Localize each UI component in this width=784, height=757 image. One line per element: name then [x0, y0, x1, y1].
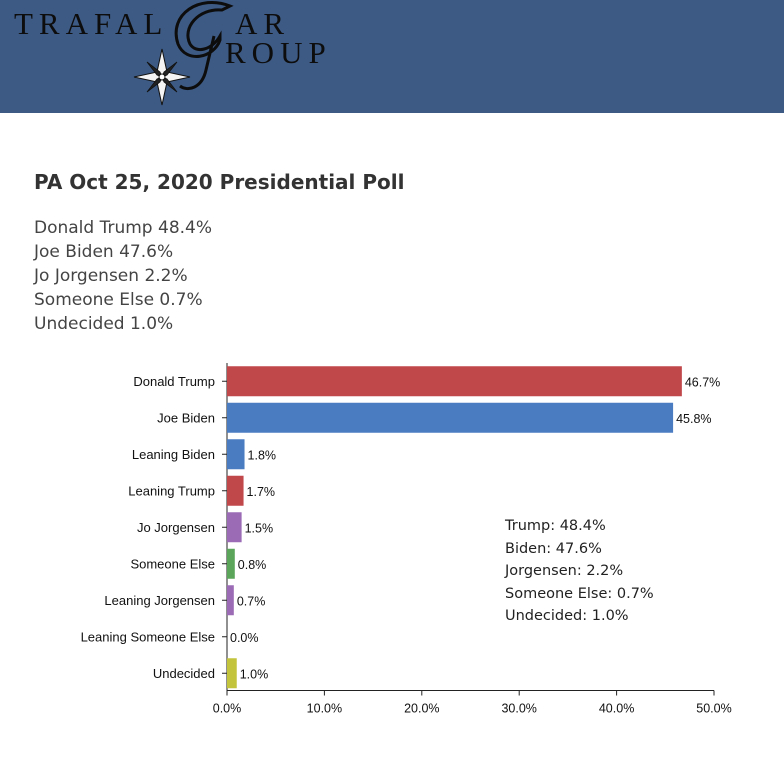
- value-label: 1.5%: [245, 521, 273, 535]
- bar: [227, 475, 244, 506]
- bar: [227, 548, 235, 579]
- summary-line: Trump: 48.4%: [505, 518, 606, 534]
- bar: [227, 512, 242, 543]
- category-label: Leaning Trump: [128, 483, 215, 498]
- summary-line: Jorgensen: 2.2%: [505, 563, 624, 580]
- bar: [227, 439, 245, 470]
- bar: [227, 585, 234, 616]
- result-item: Joe Biden 47.6%: [34, 242, 174, 262]
- category-label: Someone Else: [130, 556, 215, 571]
- x-tick-label: 20.0%: [404, 702, 439, 716]
- value-label: 45.8%: [676, 412, 711, 426]
- category-label: Leaning Jorgensen: [104, 593, 215, 608]
- summary-line: Someone Else: 0.7%: [505, 585, 654, 602]
- poll-title: PA Oct 25, 2020 Presidential Poll: [34, 170, 405, 194]
- category-label: Joe Biden: [157, 410, 215, 425]
- summary-line: Undecided: 1.0%: [505, 608, 629, 625]
- bar-chart: Donald Trump 46.7% Joe Biden 45.8% Leaning B…: [81, 363, 732, 716]
- summary-line: Biden: 47.6%: [505, 540, 602, 557]
- result-item: Undecided 1.0%: [34, 314, 174, 334]
- value-label: 1.0%: [240, 667, 268, 681]
- category-label: Leaning Someone Else: [81, 629, 215, 644]
- script-g-flourish: [174, 0, 234, 58]
- compass-star-icon: [133, 48, 191, 106]
- site-header: TRAFAL AR ROUP: [0, 0, 784, 113]
- x-tick-label: 40.0%: [599, 702, 634, 716]
- value-label: 1.7%: [247, 485, 275, 499]
- x-tick-label: 30.0%: [501, 702, 536, 716]
- chart-summary: Trump: 48.4% Biden: 47.6% Jorgensen: 2.2…: [505, 515, 654, 628]
- x-tick-label: 10.0%: [307, 702, 342, 716]
- category-label: Jo Jorgensen: [137, 520, 215, 535]
- value-label: 0.7%: [237, 594, 266, 608]
- result-item: Jo Jorgensen 2.2%: [34, 266, 188, 286]
- value-label: 1.8%: [248, 448, 276, 462]
- brand-text-line2: ROUP: [225, 35, 332, 70]
- poll-results-list: Donald Trump 48.4% Joe Biden 47.6% Jo Jo…: [34, 216, 212, 336]
- category-label: Leaning Biden: [132, 447, 215, 462]
- category-label: Undecided: [153, 666, 215, 681]
- brand-text-ar: AR: [235, 6, 290, 41]
- script-g-tail: [179, 35, 216, 91]
- x-tick-label: 0.0%: [213, 702, 242, 716]
- trafalgar-logo[interactable]: TRAFAL AR ROUP: [0, 0, 784, 113]
- value-label: 0.0%: [230, 631, 259, 645]
- bar: [227, 402, 674, 433]
- result-item: Donald Trump 48.4%: [34, 218, 213, 238]
- bar: [227, 658, 237, 689]
- bar: [227, 366, 682, 397]
- value-label: 0.8%: [238, 558, 266, 572]
- category-label: Donald Trump: [133, 374, 215, 389]
- x-tick-label: 50.0%: [696, 702, 731, 716]
- value-label: 46.7%: [685, 375, 720, 389]
- result-item: Someone Else 0.7%: [34, 290, 203, 310]
- brand-text-line1: TRAFAL: [14, 6, 168, 41]
